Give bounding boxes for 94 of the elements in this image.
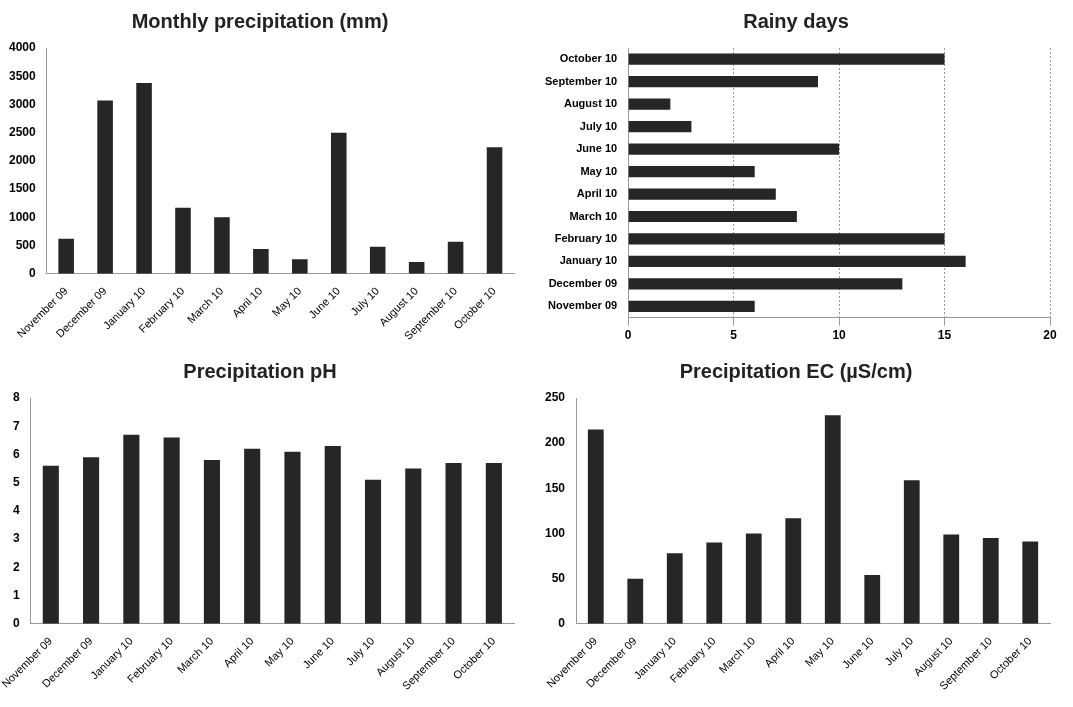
y-tick-label: 100 xyxy=(544,525,566,540)
bar xyxy=(136,83,152,274)
y-tick-label: September 10 xyxy=(544,74,618,87)
x-tick-label: 20 xyxy=(1043,328,1057,343)
y-tick-label: 8 xyxy=(12,390,20,405)
bar xyxy=(284,451,301,624)
bar xyxy=(58,238,74,274)
bar xyxy=(405,468,422,624)
x-tick-label: July 10 xyxy=(348,284,382,318)
bar xyxy=(364,479,382,624)
y-tick-label: 3000 xyxy=(8,96,37,111)
bar xyxy=(628,210,797,223)
y-tick-label: 150 xyxy=(544,480,566,495)
bar xyxy=(628,76,818,88)
chart-title: Monthly precipitation (mm) xyxy=(131,9,389,32)
bar xyxy=(745,533,762,624)
bar xyxy=(903,480,920,624)
y-tick-label: 3500 xyxy=(8,68,37,83)
chart-title: Rainy days xyxy=(743,9,849,32)
y-tick-label: August 10 xyxy=(563,97,618,110)
x-tick-label: 0 xyxy=(624,328,632,343)
y-tick-label: July 10 xyxy=(579,119,618,132)
y-tick-label: 0 xyxy=(12,616,20,631)
bar xyxy=(447,241,464,274)
y-tick-label: 1 xyxy=(12,587,20,602)
y-tick-label: 2500 xyxy=(8,124,37,139)
bar xyxy=(587,429,604,624)
x-tick-label: July 10 xyxy=(882,634,916,668)
bar xyxy=(292,259,308,274)
bar xyxy=(175,207,191,274)
bar xyxy=(1022,541,1039,624)
y-tick-label: 2 xyxy=(12,559,20,574)
bar xyxy=(627,578,644,624)
y-tick-label: January 10 xyxy=(559,254,618,267)
bar xyxy=(445,462,462,624)
bar xyxy=(628,278,903,290)
x-tick-label: 5 xyxy=(730,328,738,343)
y-tick-label: 2000 xyxy=(8,153,37,168)
bar xyxy=(203,460,220,624)
y-tick-label: 7 xyxy=(12,418,20,433)
bar xyxy=(628,233,945,245)
y-tick-label: 1000 xyxy=(8,209,37,224)
bar xyxy=(628,188,776,200)
chart-title: Precipitation pH xyxy=(183,359,337,382)
y-tick-label: 5 xyxy=(12,474,20,489)
bar xyxy=(628,121,692,133)
y-tick-label: 200 xyxy=(544,435,566,450)
y-tick-label: 0 xyxy=(558,616,566,631)
bar xyxy=(97,100,113,274)
y-tick-label: October 10 xyxy=(559,52,618,65)
y-tick-label: March 10 xyxy=(569,209,618,222)
y-tick-label: 3 xyxy=(12,531,20,546)
y-tick-label: May 10 xyxy=(580,164,618,177)
bar xyxy=(253,248,269,274)
y-tick-label: 250 xyxy=(544,390,566,405)
bar xyxy=(628,98,671,110)
bar xyxy=(628,143,840,155)
y-tick-label: 50 xyxy=(551,570,566,585)
x-tick-label: 15 xyxy=(937,328,952,343)
bar xyxy=(214,217,230,274)
y-tick-label: April 10 xyxy=(576,187,618,200)
bar xyxy=(628,165,755,178)
bar xyxy=(785,518,802,624)
bar xyxy=(244,448,261,624)
bar xyxy=(486,147,503,274)
bar xyxy=(628,300,755,312)
y-tick-label: 500 xyxy=(15,237,37,252)
y-tick-label: 1500 xyxy=(8,181,37,196)
y-tick-label: June 10 xyxy=(576,142,618,155)
bar xyxy=(369,246,386,274)
x-tick-label: July 10 xyxy=(343,634,377,668)
bar xyxy=(628,53,945,65)
y-tick-label: 4 xyxy=(12,503,20,518)
bar xyxy=(42,465,59,624)
bar xyxy=(666,553,683,624)
bar xyxy=(485,462,502,624)
chart-title: Precipitation EC (µS/cm) xyxy=(679,359,913,382)
bar xyxy=(330,132,347,274)
y-tick-label: February 10 xyxy=(554,232,618,244)
bar xyxy=(982,538,999,624)
bar xyxy=(706,542,723,624)
x-tick-label: 10 xyxy=(832,328,847,343)
bar xyxy=(123,434,140,624)
bar xyxy=(628,255,966,268)
bar xyxy=(824,415,841,624)
y-tick-label: 0 xyxy=(29,266,37,281)
y-tick-label: 6 xyxy=(12,446,20,461)
y-tick-label: December 09 xyxy=(548,276,618,289)
y-tick-label: 4000 xyxy=(8,40,37,55)
bar xyxy=(324,445,341,624)
bar xyxy=(83,457,100,624)
bar xyxy=(163,437,180,624)
bar xyxy=(864,575,881,624)
bar xyxy=(943,534,960,624)
